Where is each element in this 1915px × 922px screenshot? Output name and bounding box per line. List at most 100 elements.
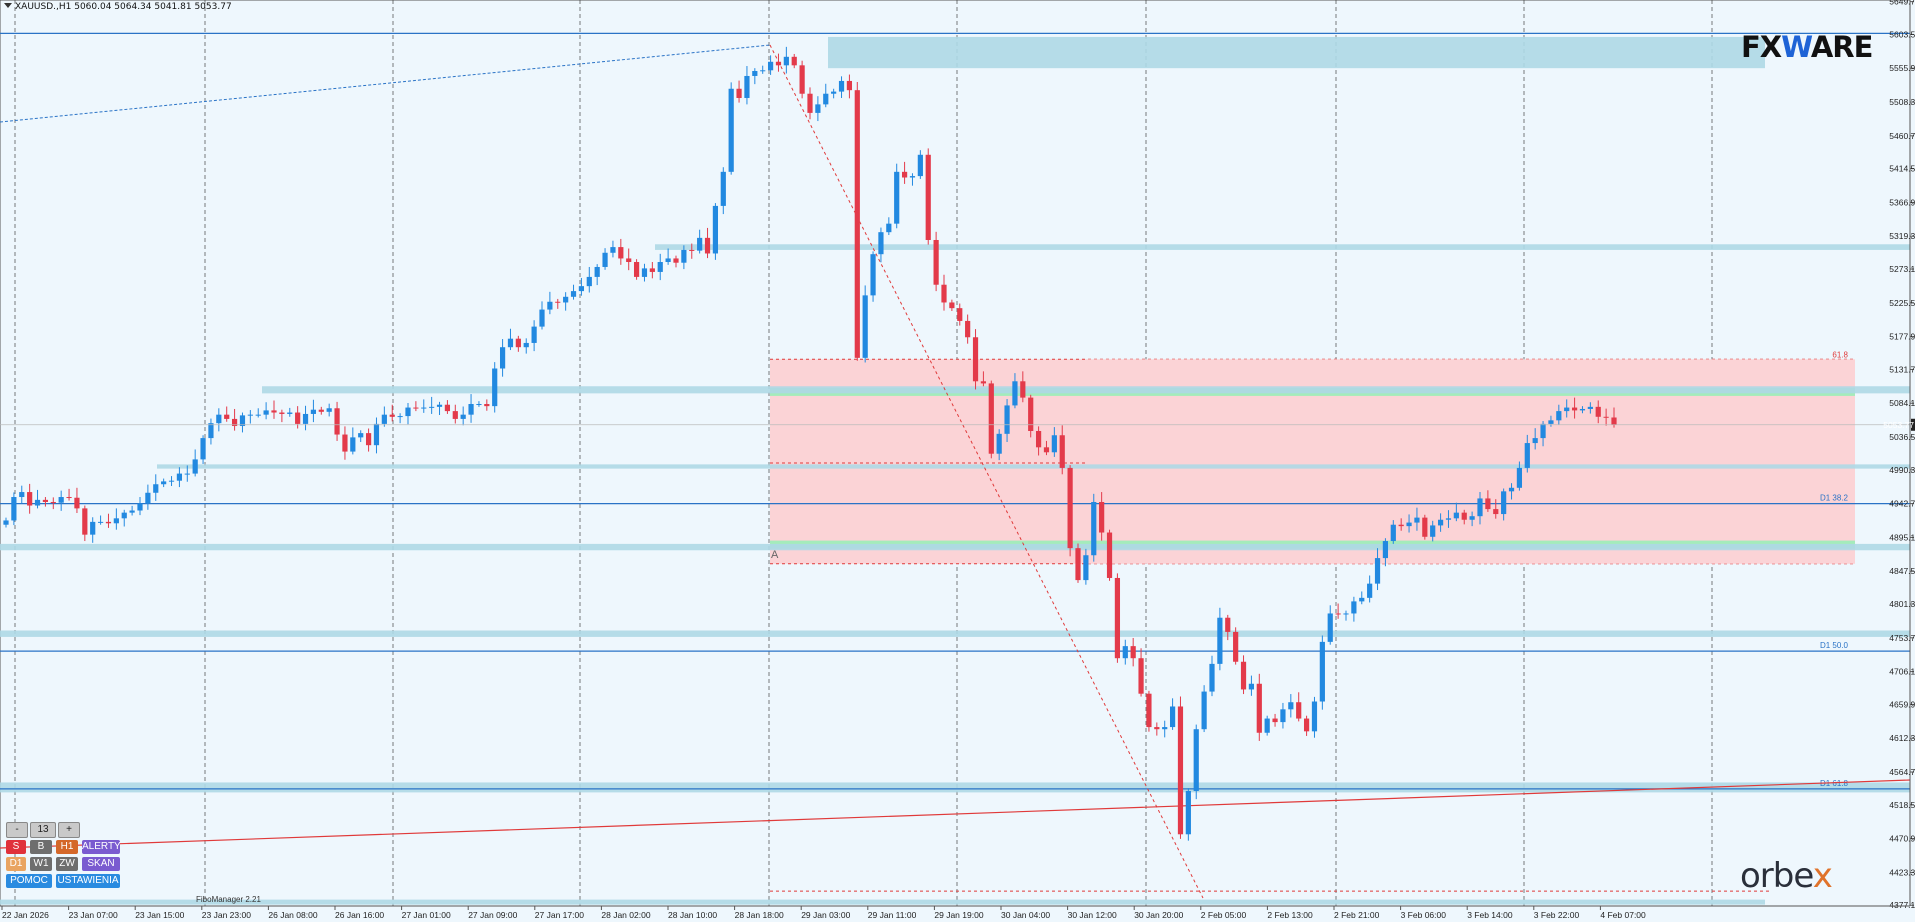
candle-body [752,71,758,76]
candle-body [42,499,49,502]
candle-body [1398,524,1404,527]
candle-body [1437,519,1444,526]
fib-anchor-label: A [771,549,779,561]
candle-body [894,171,900,224]
candle-body [1225,617,1231,632]
sell-button[interactable]: S [6,840,26,854]
candle-body [831,91,837,94]
candle-body [1272,718,1278,723]
candle-body [373,423,380,446]
candle-body [862,295,868,358]
candle-body [239,415,246,427]
candle-body [499,347,506,369]
candle-body [279,412,285,414]
candle-body [515,338,521,348]
h1-button[interactable]: H1 [56,840,78,854]
candle-body [1453,512,1459,519]
decrease-button[interactable]: - [6,822,28,838]
help-button[interactable]: POMOC [6,874,52,888]
candle-body [917,154,923,177]
candle-body [1020,381,1026,398]
price-tick-label-27: 4377.10 [1889,900,1915,910]
candle-body [1382,541,1389,559]
candle-body [1548,420,1554,424]
candle-body [633,262,640,277]
price-tick-label-12: 5084.10 [1889,398,1915,408]
candle-body [476,404,482,406]
support-resistance-zone-7 [0,899,1765,905]
candle-body [1083,555,1089,581]
candle-body [11,497,17,521]
candle-body [1209,663,1215,692]
candle-body [287,412,293,414]
price-tick-label-16: 4895.10 [1889,532,1915,542]
candle-body [216,414,222,424]
candle-body [602,252,608,267]
zw-button[interactable]: ZW [56,857,78,871]
support-resistance-zone-3 [157,464,1910,469]
price-tick-label-3: 5508.30 [1889,97,1915,107]
time-tick-label-7: 27 Jan 09:00 [468,910,517,920]
candle-body [1571,407,1578,411]
candle-body [1477,498,1483,517]
candle-body [271,410,277,413]
price-tick-label-22: 4612.30 [1889,733,1915,743]
candle-body [224,414,230,419]
symbol-ohlc-text: XAUUSD.,H1 5060.04 5064.34 5041.81 5053.… [15,2,232,12]
d1-button[interactable]: D1 [6,857,26,871]
candle-body [547,301,553,310]
candle-body [728,88,734,172]
alerts-button[interactable]: ALERTY [82,840,121,854]
candle-body [1240,661,1247,690]
candle-body [846,80,853,91]
candle-body [1406,522,1412,527]
price-tick-label-2: 5555.90 [1889,63,1915,73]
price-tick-label-13: 5036.50 [1889,432,1915,442]
candle-body [1493,509,1499,515]
time-tick-label-18: 2 Feb 05:00 [1201,910,1247,920]
candle-body [988,383,994,454]
candle-body [1461,512,1467,520]
candle-body [570,291,577,297]
time-tick-label-9: 28 Jan 02:00 [601,910,650,920]
price-tick-label-11: 5131.70 [1889,364,1915,374]
price-axis-bg [1910,0,1915,922]
settings-button[interactable]: USTAWIENIA [56,874,120,888]
candle-body [925,154,931,240]
price-tick-label-14: 4990.30 [1889,465,1915,475]
candle-body [1579,408,1586,411]
count-display: 13 [30,822,56,838]
candle-body [1311,701,1318,732]
candle-body [649,268,655,272]
candle-body [436,404,443,407]
candle-body [996,433,1002,454]
fxware-logo: FXWARE [1741,30,1873,64]
candle-body [358,433,364,438]
buy-button[interactable]: B [30,840,52,854]
candle-body [121,512,127,519]
candle-body [610,247,616,253]
candle-body [870,254,876,296]
time-tick-label-0: 22 Jan 2026 [2,910,49,920]
scan-button[interactable]: SKAN [82,857,120,871]
increase-button[interactable]: + [58,822,80,838]
candle-body [1099,501,1105,533]
candle-body [626,258,632,263]
candle-body [484,404,490,407]
candle-body [1091,501,1097,556]
candle-body [1595,406,1601,417]
candle-body [760,70,766,72]
candle-body [539,309,545,327]
w1-button[interactable]: W1 [30,857,52,871]
candle-body [886,223,892,233]
candle-body [58,497,64,503]
time-tick-label-6: 27 Jan 01:00 [402,910,451,920]
collapse-triangle-icon[interactable] [4,3,12,8]
candle-body [807,93,813,113]
candle-body [1288,702,1294,710]
candle-body [1556,411,1562,421]
candle-body [82,508,88,535]
candle-body [113,518,119,524]
